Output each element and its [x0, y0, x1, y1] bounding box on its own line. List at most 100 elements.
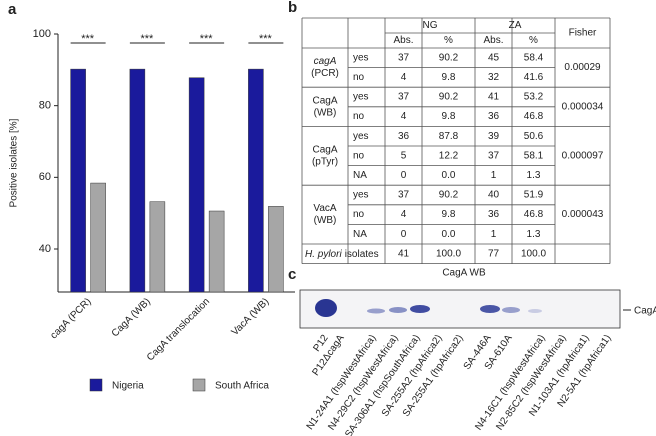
bar [208, 210, 225, 293]
table-cell: 45 [488, 52, 500, 63]
bar [188, 77, 205, 293]
table-header: ZA [509, 20, 522, 31]
row-group-label: VacA [313, 203, 336, 214]
legend-swatch [192, 378, 206, 392]
row-label: no [353, 111, 365, 122]
x-tick-label: cagA (PCR) [49, 296, 94, 341]
table-cell: 41.6 [524, 72, 544, 83]
table-cell: 46.8 [524, 209, 544, 220]
row-group-label: (pTyr) [312, 156, 338, 167]
table-header: Fisher [569, 28, 597, 39]
table-cell: 39 [488, 131, 500, 142]
panel-label: a [8, 1, 17, 18]
table-cell: 9.8 [442, 111, 456, 122]
table-subheader: % [529, 35, 538, 46]
table-cell: 1 [491, 170, 497, 181]
row-group-label: CagA [312, 144, 337, 155]
table-cell: 37 [398, 92, 410, 103]
significance: *** [200, 33, 214, 45]
fisher-p: 0.00029 [564, 62, 601, 73]
legend-label: South Africa [215, 381, 269, 392]
bar [248, 68, 264, 293]
y-tick-label: 60 [39, 171, 51, 183]
table-cell: 36 [488, 209, 500, 220]
table-cell: 9.8 [442, 72, 456, 83]
table-cell: 100.0 [521, 248, 546, 259]
row-group-label: (WB) [314, 107, 337, 118]
table-cell: 90.2 [439, 92, 459, 103]
table-subheader: Abs. [393, 35, 413, 46]
row-label: no [353, 150, 365, 161]
blot-title: CagA WB [442, 268, 486, 279]
table-cell: 37 [398, 52, 410, 63]
table-cell: 0.0 [442, 229, 456, 240]
table-cell: 36 [398, 131, 410, 142]
blot [299, 289, 631, 329]
table-header: NG [423, 20, 438, 31]
row-label: yes [353, 92, 369, 103]
table-cell: 41 [398, 248, 410, 259]
bar [129, 68, 146, 293]
table-cell: 53.2 [524, 92, 544, 103]
table-cell: 36 [488, 111, 500, 122]
table-cell: 1.3 [527, 229, 541, 240]
band-label: CagA [634, 306, 656, 317]
fisher-p: 0.000043 [562, 209, 604, 220]
table-cell: 5 [401, 150, 407, 161]
footer-label: H. pylori isolates [305, 248, 379, 259]
row-label: NA [353, 170, 367, 181]
table-cell: 40 [488, 190, 500, 201]
table-subheader: % [444, 35, 453, 46]
table-cell: 90.2 [439, 190, 459, 201]
panel-label: c [288, 266, 296, 283]
y-tick-label: 80 [39, 100, 51, 112]
row-label: NA [353, 229, 367, 240]
row-label: yes [353, 52, 369, 63]
x-tick-label: CagA translocation [145, 296, 212, 363]
row-label: yes [353, 131, 369, 142]
table-cell: 4 [401, 72, 407, 83]
fisher-p: 0.000034 [562, 101, 604, 112]
table-cell: 77 [488, 248, 500, 259]
row-label: no [353, 209, 365, 220]
row-label: no [353, 72, 365, 83]
row-label: yes [353, 190, 369, 201]
table: NG ZA Abs.% Abs. % Fisher cagA(PCR) 0.00029 yes 3… [301, 17, 611, 265]
significance: *** [259, 33, 273, 45]
bar [268, 206, 284, 293]
row-group-label: cagA [314, 56, 337, 67]
table-cell: 0 [401, 170, 407, 181]
table-cell: 51.9 [524, 190, 544, 201]
row-group-label: (PCR) [311, 68, 339, 79]
table-cell: 1.3 [527, 170, 541, 181]
table-cell: 32 [488, 72, 500, 83]
table-cell: 4 [401, 111, 407, 122]
y-tick-label: 40 [39, 243, 51, 255]
significance: *** [140, 33, 154, 45]
y-tick-label: 100 [33, 28, 51, 40]
table-cell: 58.1 [524, 150, 544, 161]
table-cell: 87.8 [439, 131, 459, 142]
table-cell: 58.4 [524, 52, 544, 63]
bar [70, 68, 86, 293]
table-cell: 37 [398, 190, 410, 201]
table-cell: 46.8 [524, 111, 544, 122]
table-cell: 9.8 [442, 209, 456, 220]
legend-label: Nigeria [112, 381, 144, 392]
table-cell: 0.0 [442, 170, 456, 181]
x-tick-label: CagA (WB) [110, 296, 153, 339]
table-cell: 0 [401, 229, 407, 240]
bar [90, 182, 106, 293]
row-group-label: (WB) [314, 215, 337, 226]
legend-swatch [89, 378, 103, 392]
table-cell: 50.6 [524, 131, 544, 142]
significance: *** [81, 33, 95, 45]
table-cell: 37 [488, 150, 500, 161]
table-subheader: Abs. [483, 35, 503, 46]
table-cell: 100.0 [436, 248, 461, 259]
row-group-label: CagA [312, 95, 337, 106]
table-cell: 41 [488, 92, 500, 103]
y-axis-label: Positive isolates [%] [9, 118, 20, 207]
table-cell: 4 [401, 209, 407, 220]
